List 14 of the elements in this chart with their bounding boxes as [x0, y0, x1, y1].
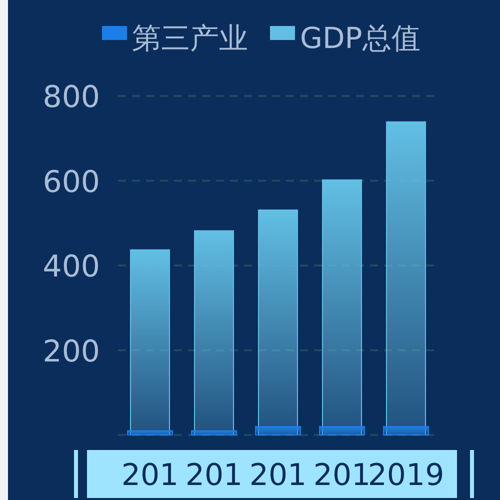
bar: [319, 426, 365, 436]
x-tick-label: 201: [249, 458, 307, 493]
x-tick-label: 201: [185, 458, 243, 493]
y-tick-label: 600: [42, 164, 100, 200]
y-tick-label: 800: [42, 80, 100, 115]
y-tick-label: 200: [42, 334, 100, 370]
x-tick-label: 201: [121, 458, 179, 493]
y-tick-label: 400: [42, 250, 100, 284]
bar: [255, 426, 301, 436]
bar: [191, 430, 237, 436]
bar: [127, 430, 173, 436]
legend-label: GDP总值: [300, 21, 420, 55]
bar: [383, 426, 429, 436]
legend-label: 第三产业: [132, 21, 248, 55]
